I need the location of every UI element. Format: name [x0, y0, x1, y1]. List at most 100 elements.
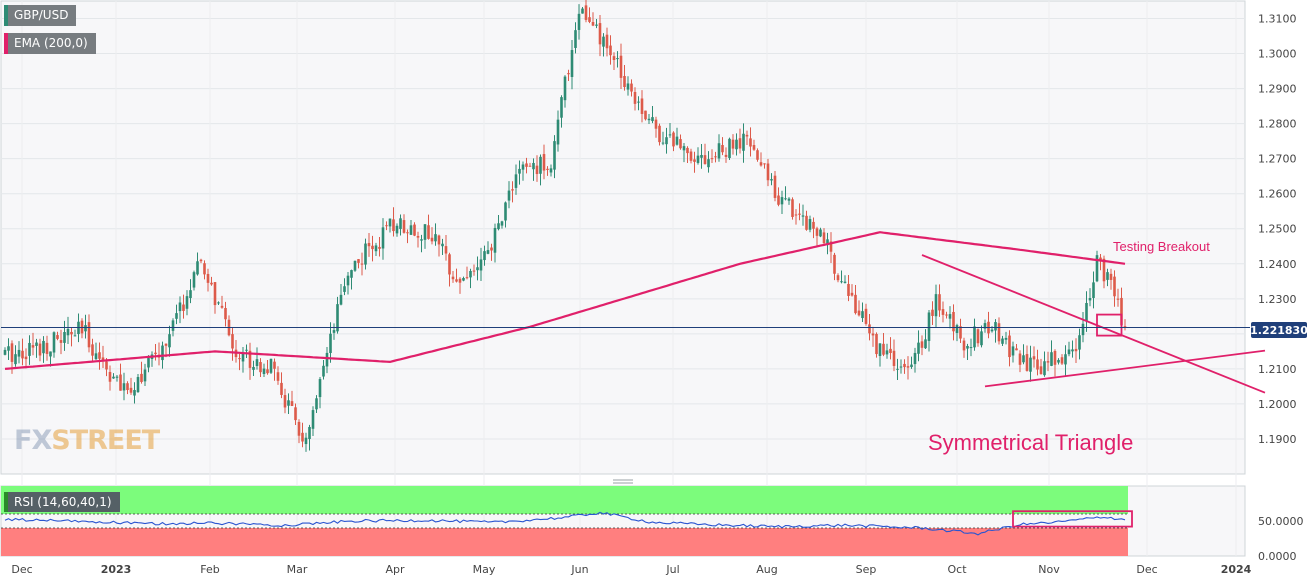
- candle-body: [521, 164, 525, 170]
- candle-body: [738, 138, 742, 149]
- candle-body: [1025, 354, 1029, 371]
- candle-body: [815, 228, 819, 236]
- pane-splitter[interactable]: [613, 479, 633, 484]
- candle-body: [1064, 354, 1067, 365]
- candle-body: [171, 320, 175, 331]
- candle-body: [1008, 335, 1011, 358]
- ema-legend[interactable]: EMA (200,0): [4, 33, 96, 54]
- candle-body: [1022, 355, 1025, 363]
- time-tick-label: Apr: [385, 563, 405, 576]
- candle-body: [101, 357, 105, 361]
- candle-body: [224, 308, 227, 320]
- symbol-legend[interactable]: GBP/USD: [4, 5, 77, 26]
- time-axis: Dec 2023 Feb Mar Apr May Jun Jul Aug Sep Oct Nov Dec…: [11, 563, 1251, 576]
- candle-body: [259, 362, 262, 373]
- candle-body: [871, 333, 875, 336]
- candle-body: [465, 277, 469, 279]
- rsi-tick-label: 50.0000: [1258, 515, 1304, 528]
- candle-body: [836, 275, 840, 281]
- testing-breakout-annotation: Testing Breakout: [1113, 239, 1210, 254]
- candle-body: [472, 270, 476, 272]
- candle-body: [511, 189, 514, 191]
- candle-body: [763, 163, 766, 165]
- candle-body: [840, 281, 843, 283]
- candle-body: [651, 117, 654, 122]
- candle-body: [420, 239, 423, 241]
- candle-body: [1123, 326, 1127, 328]
- candle-body: [920, 341, 924, 348]
- candle-body: [129, 387, 133, 393]
- candle-body: [430, 237, 434, 242]
- candle-body: [854, 294, 857, 314]
- rsi-legend[interactable]: RSI (14,60,40,1): [4, 492, 120, 512]
- time-tick-label: May: [473, 563, 496, 576]
- candle-body: [906, 366, 910, 368]
- candle-body: [784, 198, 787, 200]
- candle-body: [584, 5, 588, 20]
- candle-body: [696, 155, 700, 163]
- candle-body: [199, 259, 203, 262]
- candle-body: [742, 133, 745, 151]
- candle-body: [952, 311, 955, 332]
- candle-body: [311, 410, 315, 429]
- candle-body: [801, 215, 805, 217]
- candle-body: [269, 358, 273, 373]
- candle-body: [318, 379, 322, 398]
- candle-body: [266, 369, 269, 374]
- candle-body: [220, 305, 224, 308]
- candle-body: [1057, 359, 1060, 363]
- candle-body: [665, 137, 668, 145]
- candle-body: [63, 332, 66, 343]
- candle-body: [1015, 348, 1018, 351]
- candle-body: [399, 218, 402, 229]
- candle-body: [353, 260, 357, 271]
- candle-body: [52, 332, 56, 353]
- candle-body: [455, 279, 458, 282]
- candle-body: [122, 383, 126, 391]
- candle-body: [675, 136, 679, 145]
- candle-body: [140, 373, 143, 382]
- time-tick-label: Dec: [1136, 563, 1157, 576]
- candle-body: [413, 224, 416, 236]
- candle-body: [1018, 353, 1022, 365]
- candle-body: [938, 294, 941, 311]
- candle-body: [878, 343, 882, 357]
- candle-body: [329, 333, 332, 354]
- candle-body: [612, 56, 616, 61]
- candle-body: [889, 348, 892, 353]
- rsi-oversold-zone: [1, 528, 1128, 556]
- candle-body: [1001, 338, 1004, 344]
- candle-body: [94, 353, 98, 360]
- candle-body: [231, 334, 234, 349]
- candle-body: [1088, 297, 1092, 301]
- candle-body: [875, 333, 878, 355]
- time-tick-label: 2024: [1221, 563, 1252, 576]
- price-tick-label: 1.2000: [1258, 398, 1297, 411]
- candle-body: [507, 190, 511, 201]
- candle-body: [444, 246, 448, 254]
- candle-body: [336, 304, 339, 332]
- candle-body: [983, 323, 987, 329]
- ema-200-line: [4, 231, 1126, 370]
- candle-body: [350, 270, 353, 278]
- candle-body: [38, 343, 42, 356]
- price-tick-label: 1.2700: [1258, 153, 1297, 166]
- candle-body: [535, 165, 539, 175]
- candle-body: [42, 340, 45, 354]
- time-tick-label: Jun: [570, 563, 588, 576]
- candle-body: [777, 195, 780, 205]
- candle-body: [448, 254, 451, 275]
- candle-body: [882, 343, 885, 355]
- candle-body: [833, 254, 836, 274]
- candle-body: [826, 239, 829, 246]
- candle-body: [105, 361, 108, 370]
- candle-body: [707, 159, 710, 168]
- candle-body: [819, 229, 822, 237]
- candle-body: [115, 376, 119, 378]
- candle-body: [574, 30, 577, 48]
- candle-body: [717, 143, 721, 159]
- candle-body: [658, 125, 661, 143]
- candle-body: [941, 309, 945, 315]
- candle-body: [287, 400, 290, 406]
- candle-body: [791, 199, 794, 217]
